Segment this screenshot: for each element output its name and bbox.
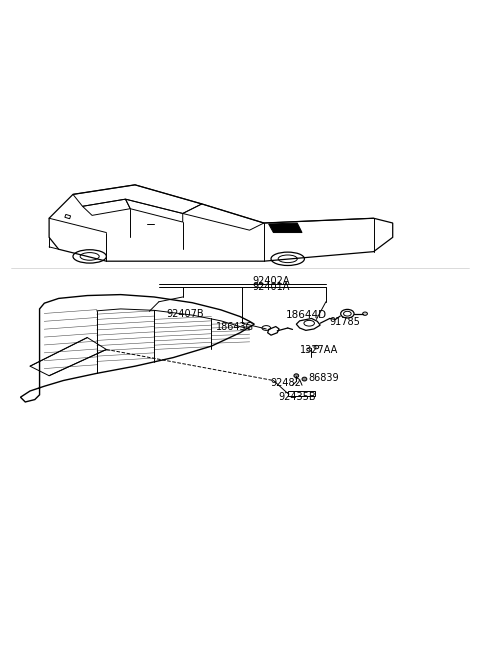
Text: 1327AA: 1327AA <box>300 346 338 356</box>
Text: 91785: 91785 <box>330 318 360 327</box>
Text: 86839: 86839 <box>308 373 339 383</box>
Text: 92435B: 92435B <box>278 392 316 402</box>
Text: 92407B: 92407B <box>166 309 204 319</box>
Text: 92401A: 92401A <box>252 283 290 293</box>
Text: 92402A: 92402A <box>252 276 290 286</box>
Polygon shape <box>269 223 302 233</box>
Text: 92482: 92482 <box>270 378 301 388</box>
Ellipse shape <box>363 312 367 316</box>
Text: 18643G: 18643G <box>216 321 254 331</box>
Ellipse shape <box>294 374 299 378</box>
Ellipse shape <box>302 377 307 381</box>
Text: 18644D: 18644D <box>286 310 327 319</box>
